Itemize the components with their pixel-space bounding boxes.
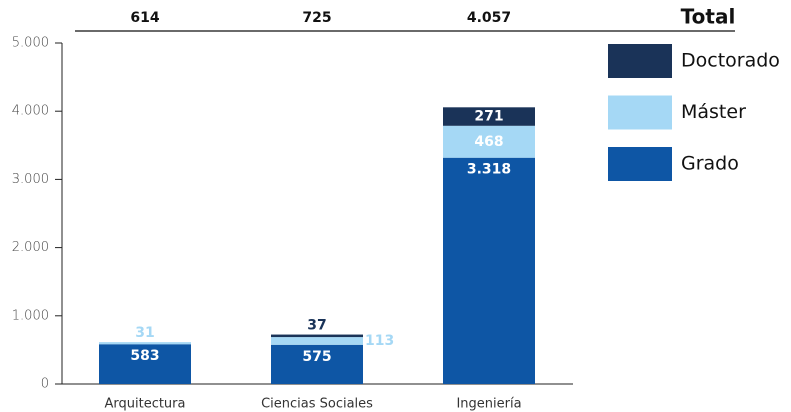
value-label: 31 — [135, 325, 154, 341]
y-tick-label: 0 — [41, 377, 49, 392]
bar-segment — [271, 344, 363, 384]
legend-swatch — [608, 147, 672, 181]
legend-swatch — [608, 44, 672, 78]
y-tick-label: 4.000 — [12, 104, 49, 119]
value-label: 37 — [307, 318, 326, 334]
value-label: 583 — [130, 348, 159, 364]
y-tick-label: 3.000 — [12, 172, 49, 187]
value-label: 271 — [474, 109, 503, 125]
bar-segment — [443, 157, 535, 384]
legend-label: Doctorado — [681, 50, 780, 72]
y-tick-label: 1.000 — [12, 308, 49, 323]
total-label: 4.057 — [467, 10, 511, 26]
y-tick-label: 5.000 — [12, 36, 49, 51]
bar-segment — [443, 125, 535, 158]
bar-segment — [99, 344, 191, 384]
bar-segment — [99, 342, 191, 345]
bar-segment — [271, 334, 363, 338]
x-tick-label: Ciencias Sociales — [261, 397, 373, 412]
totals-title: Total — [681, 5, 736, 29]
value-label: 3.318 — [467, 162, 511, 178]
x-tick-label: Arquitectura — [104, 397, 185, 412]
bar-segment — [443, 107, 535, 126]
legend-label: Máster — [681, 101, 746, 123]
legend-label: Grado — [681, 153, 739, 175]
value-label: 113 — [365, 333, 394, 349]
total-label: 725 — [302, 10, 331, 26]
bar-segment — [271, 337, 363, 345]
value-label: 575 — [302, 349, 331, 365]
x-tick-label: Ingeniería — [456, 397, 521, 412]
value-label: 468 — [474, 134, 503, 150]
total-label: 614 — [130, 10, 159, 26]
legend-swatch — [608, 95, 672, 130]
y-tick-label: 2.000 — [12, 240, 49, 255]
